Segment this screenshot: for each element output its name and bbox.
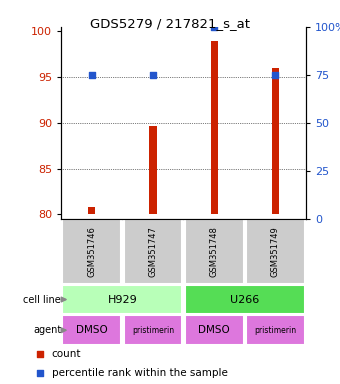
Text: DMSO: DMSO — [198, 325, 230, 335]
Bar — [124, 219, 182, 284]
Text: GSM351749: GSM351749 — [271, 226, 280, 277]
Bar — [185, 316, 243, 345]
Text: GDS5279 / 217821_s_at: GDS5279 / 217821_s_at — [90, 17, 250, 30]
Text: DMSO: DMSO — [76, 325, 108, 335]
Bar — [124, 316, 182, 345]
Text: GSM351746: GSM351746 — [87, 226, 96, 277]
Point — [37, 370, 43, 376]
Point — [273, 72, 278, 78]
Text: pristimerin: pristimerin — [254, 326, 296, 335]
Text: cell line: cell line — [23, 295, 61, 305]
Text: U266: U266 — [230, 295, 259, 305]
Bar — [63, 285, 182, 314]
Bar — [185, 219, 243, 284]
Point — [37, 351, 43, 357]
Text: GSM351747: GSM351747 — [149, 226, 157, 277]
Bar — [63, 219, 121, 284]
Text: percentile rank within the sample: percentile rank within the sample — [52, 368, 228, 378]
Text: H929: H929 — [107, 295, 137, 305]
Point — [211, 24, 217, 30]
Bar — [88, 207, 96, 214]
Bar — [272, 68, 279, 214]
Text: agent: agent — [33, 325, 61, 335]
Text: pristimerin: pristimerin — [132, 326, 174, 335]
Bar — [149, 126, 157, 214]
Bar — [63, 316, 121, 345]
Bar — [210, 41, 218, 214]
Bar — [185, 285, 305, 314]
Bar — [246, 316, 305, 345]
Text: GSM351748: GSM351748 — [210, 226, 219, 277]
Point — [89, 72, 95, 78]
Point — [150, 72, 156, 78]
Text: count: count — [52, 349, 81, 359]
Bar — [246, 219, 305, 284]
